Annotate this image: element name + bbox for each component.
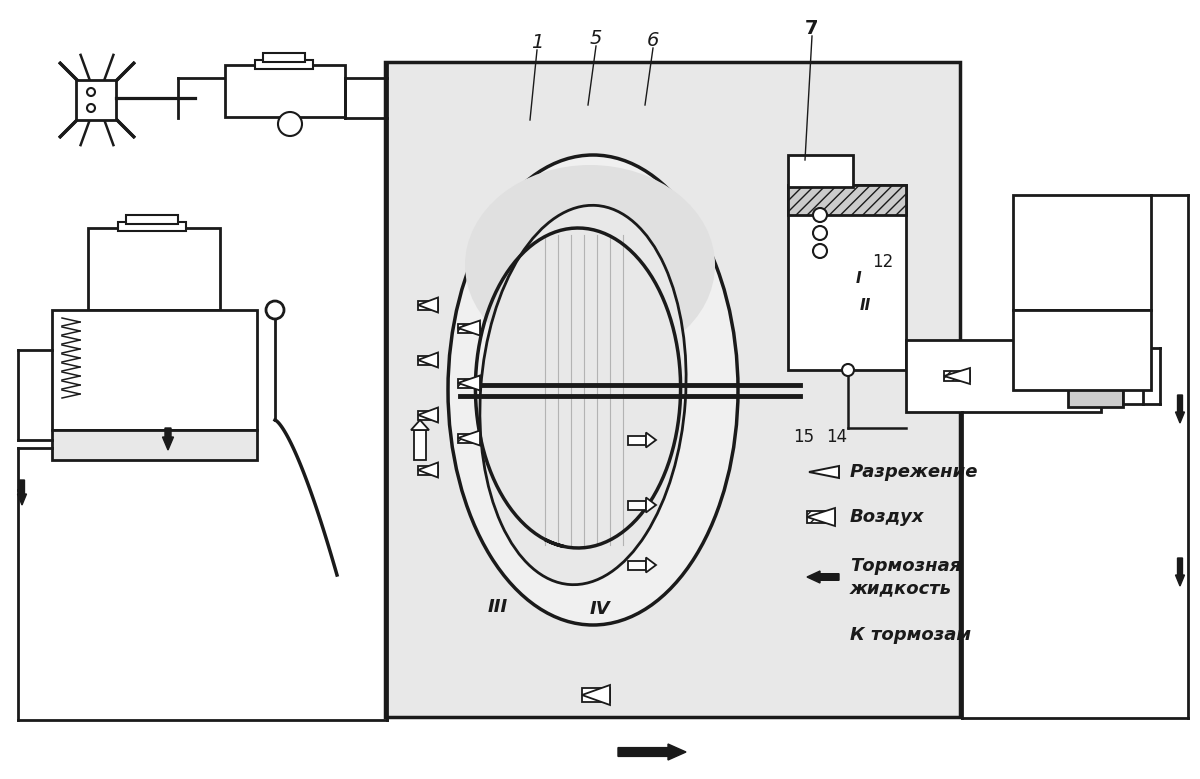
Bar <box>126 215 178 224</box>
Bar <box>1068 345 1123 407</box>
Circle shape <box>814 244 827 258</box>
Polygon shape <box>418 298 438 312</box>
Circle shape <box>266 301 284 319</box>
Bar <box>414 430 426 460</box>
Bar <box>628 561 646 569</box>
Polygon shape <box>458 431 480 446</box>
Text: 1: 1 <box>530 33 544 51</box>
Bar <box>52 430 257 460</box>
Bar <box>88 228 220 310</box>
Polygon shape <box>418 463 438 478</box>
FancyArrow shape <box>618 744 686 760</box>
Circle shape <box>842 364 854 376</box>
Polygon shape <box>458 320 480 336</box>
Text: I: I <box>856 270 860 285</box>
Bar <box>458 433 480 442</box>
Text: II: II <box>859 298 871 312</box>
Bar <box>418 411 438 420</box>
Text: Воздух: Воздух <box>850 508 924 526</box>
Bar <box>52 310 257 430</box>
Polygon shape <box>418 353 438 368</box>
Ellipse shape <box>466 165 715 365</box>
Bar <box>1013 310 1151 390</box>
Bar <box>418 301 438 309</box>
Text: К тормозам: К тормозам <box>850 626 971 644</box>
Bar <box>118 222 186 231</box>
Circle shape <box>814 208 827 222</box>
Bar <box>628 435 646 445</box>
Ellipse shape <box>480 206 686 585</box>
Bar <box>808 511 835 523</box>
Circle shape <box>278 112 302 136</box>
Bar <box>256 60 313 69</box>
Polygon shape <box>646 432 656 447</box>
Text: 15: 15 <box>793 428 815 446</box>
FancyArrow shape <box>1176 558 1184 586</box>
Text: III: III <box>488 598 508 616</box>
Bar <box>628 500 646 509</box>
Polygon shape <box>944 368 970 384</box>
Text: 6: 6 <box>647 30 659 50</box>
Text: Тормозная
жидкость: Тормозная жидкость <box>850 556 961 597</box>
Text: 5: 5 <box>590 29 602 48</box>
Polygon shape <box>646 558 656 573</box>
FancyArrow shape <box>18 480 26 505</box>
Bar <box>418 355 438 365</box>
Polygon shape <box>410 420 430 430</box>
Text: 7: 7 <box>805 19 818 37</box>
Polygon shape <box>808 508 835 526</box>
Text: 14: 14 <box>827 428 847 446</box>
Bar <box>788 155 853 187</box>
FancyArrow shape <box>162 428 174 450</box>
FancyArrow shape <box>808 571 839 583</box>
Text: IV: IV <box>589 600 611 618</box>
Polygon shape <box>582 685 610 705</box>
Bar <box>458 323 480 333</box>
Text: 12: 12 <box>872 253 894 271</box>
Bar <box>226 65 346 117</box>
Circle shape <box>88 104 95 112</box>
Bar <box>418 466 438 474</box>
Bar <box>944 371 970 381</box>
Polygon shape <box>418 407 438 422</box>
Bar <box>385 62 960 717</box>
Bar <box>76 80 116 120</box>
Bar <box>263 53 305 62</box>
Bar <box>1123 348 1142 404</box>
Bar <box>788 185 906 215</box>
Polygon shape <box>458 375 480 390</box>
Bar <box>582 688 610 702</box>
Text: Разрежение: Разрежение <box>850 463 978 481</box>
Ellipse shape <box>448 155 738 625</box>
Circle shape <box>88 88 95 96</box>
Bar <box>906 340 1102 412</box>
Bar <box>1013 195 1151 310</box>
Bar <box>458 379 480 387</box>
FancyArrow shape <box>1176 395 1184 423</box>
Bar <box>788 185 906 370</box>
Polygon shape <box>809 466 839 478</box>
Polygon shape <box>646 498 656 513</box>
Circle shape <box>814 226 827 240</box>
